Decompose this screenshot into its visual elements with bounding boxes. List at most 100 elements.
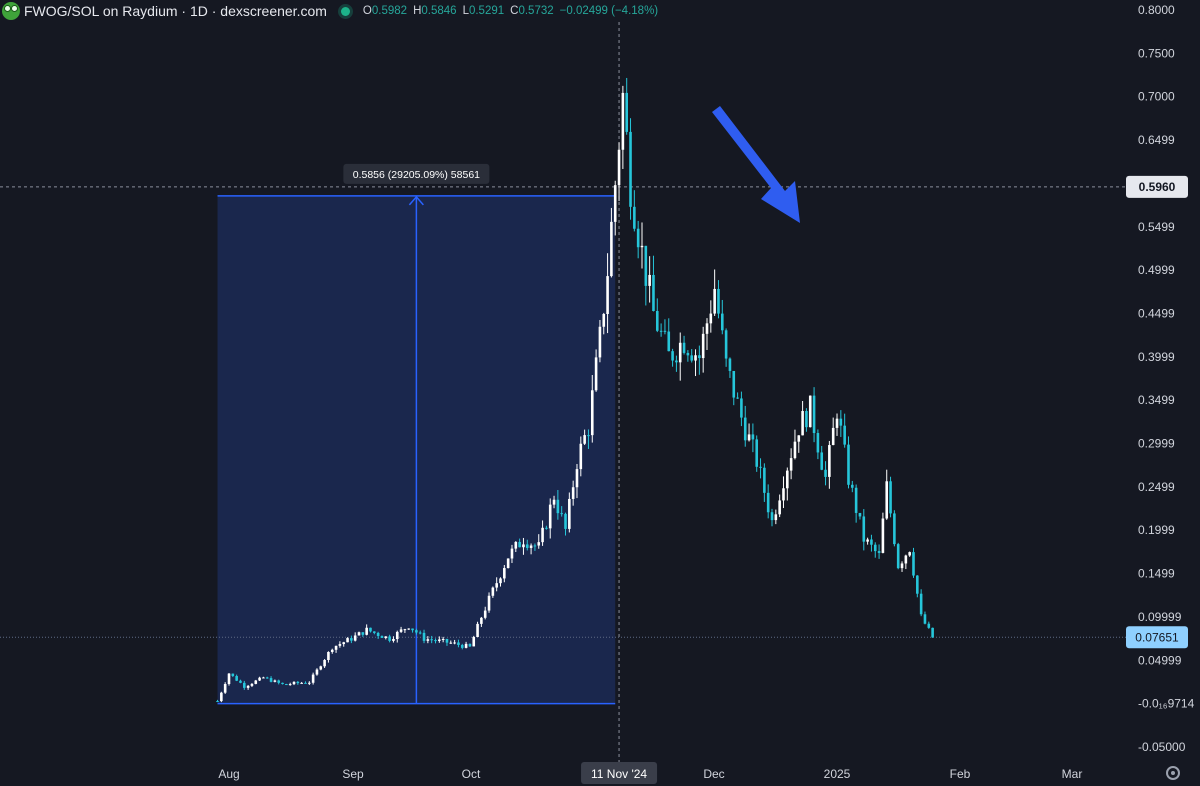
candle-body [327,651,330,660]
candle-body [824,469,827,477]
close-label: C [510,5,519,17]
candle-body [350,638,353,641]
low-label: L [462,5,469,17]
candle-body [663,330,667,332]
candle-body [480,617,483,624]
y-tick-label: 0.8000 [1138,3,1175,17]
candle-body [499,578,502,584]
candle-body [747,434,751,441]
candle-body [361,632,365,635]
candle-body [613,185,617,222]
candle-body [223,684,227,693]
candle-body [575,469,579,488]
x-tick-label: Feb [950,767,971,781]
candle-body [422,632,426,641]
frog-token-icon [2,2,20,20]
candle-body [262,677,265,679]
candle-body [411,628,414,631]
candle-body [464,643,468,648]
candle-body [701,333,705,359]
low-value: 0.5291 [468,5,505,17]
x-tick-label: 2025 [824,767,851,781]
candle-body [724,330,728,359]
candle-body [353,635,357,641]
candle-body [789,458,793,471]
crosshair-price-box [1126,175,1188,198]
candle-body [315,669,319,675]
candle-body [801,411,804,436]
candle-body [323,659,326,667]
candle-body [862,516,866,542]
candle-body [743,417,747,441]
x-tick-label: Oct [462,767,481,781]
candle-body [472,637,476,647]
candle-body [912,552,915,576]
candle-body [828,445,831,477]
candle-body [782,488,785,501]
candle-body [487,595,491,611]
candle-body [460,644,464,648]
candle-body [854,487,858,513]
candle-body [766,492,770,513]
candle-body [866,539,869,542]
market-status-dot [340,6,350,16]
candle-body [763,467,766,493]
candle-body [720,313,724,331]
change-value: −0.02499 (−4.18%) [559,5,659,17]
candle-body [774,514,778,521]
candle-body [273,680,277,682]
candle-body [610,221,613,277]
candle-body [453,642,456,644]
candle-body [242,682,246,688]
candle-body [560,513,563,515]
candle-body [617,149,621,186]
candle-body [870,539,873,545]
candle-body [835,418,839,428]
high-label: H [413,5,422,17]
candle-body [606,276,609,314]
candle-body [392,639,395,641]
chart-header: FWOG/SOL on Raydium · 1D · dexscreener.c… [0,0,658,22]
candle-body [514,541,518,549]
candle-body [369,627,372,632]
y-tick-label: 0.2999 [1138,437,1175,451]
crosshair-date-label: 11 Nov '24 [591,767,647,781]
candle-body [430,639,433,641]
settings-gear-icon[interactable] [1166,766,1180,780]
candle-body [399,629,403,632]
candle-body [751,434,755,440]
candle-body [254,680,258,684]
candle-body [296,681,300,684]
candle-body [571,487,575,499]
candle-body [415,630,418,633]
candle-body [851,484,854,488]
candle-body [503,568,506,579]
y-tick-label: 0.4999 [1138,263,1175,277]
open-label: O [362,5,372,17]
candle-body [426,639,430,641]
candle-body [258,677,261,681]
candle-body [376,632,380,636]
candle-body [709,313,713,324]
candle-body [407,628,411,630]
candle-body [583,435,586,444]
candle-body [545,527,548,529]
candle-body [858,512,862,517]
candle-body [277,680,281,683]
candle-body [434,640,437,642]
candle-body [877,551,881,553]
candle-body [717,288,720,314]
candle-body [449,642,453,644]
candle-body [235,676,238,681]
last-price-label: 0.07651 [1135,630,1179,644]
y-tick-label: -0.0₁₆9714 [1138,697,1195,711]
candle-body [365,627,368,635]
candle-body [667,331,671,352]
candle-body [659,330,663,332]
candle-body [690,355,694,361]
candle-body [541,527,544,543]
candles-group [216,77,934,703]
measure-label-box [343,163,490,184]
candle-body [900,563,904,569]
